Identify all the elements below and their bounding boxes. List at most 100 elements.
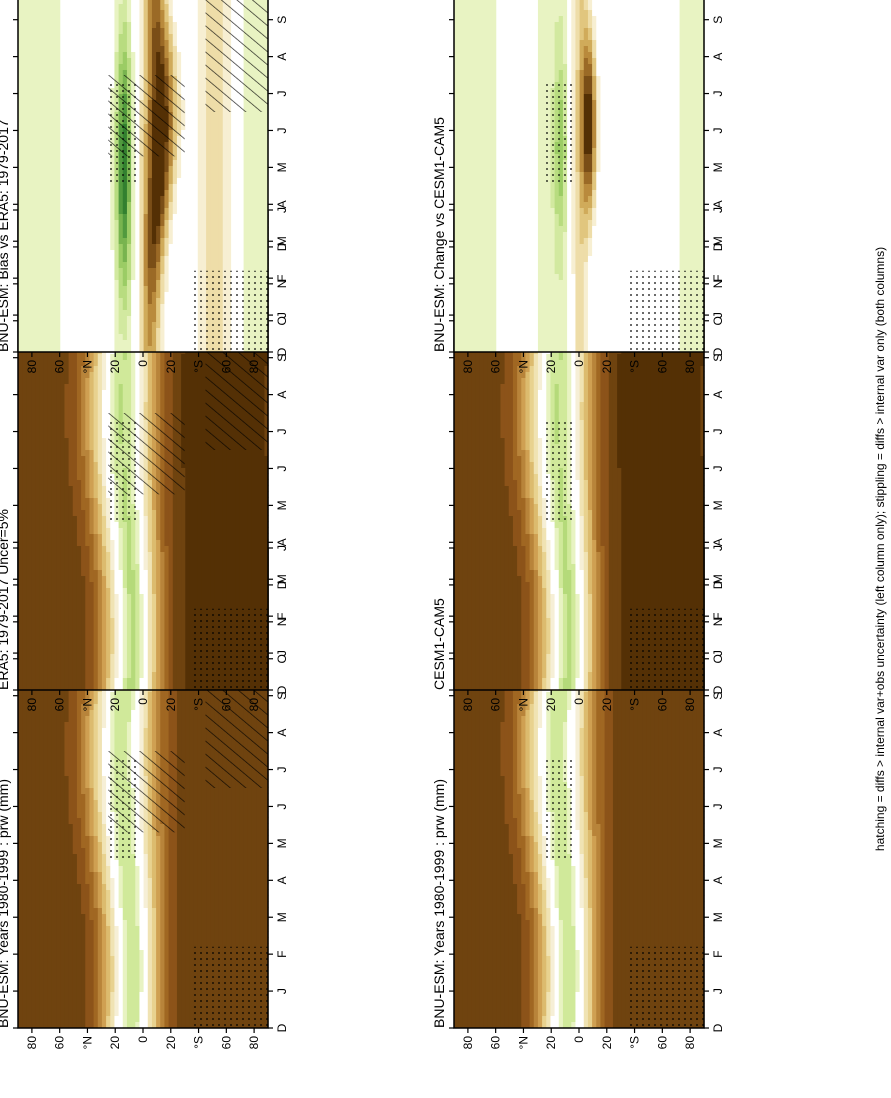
- heatmap-cell: [143, 691, 148, 698]
- heatmap-cell: [168, 733, 173, 740]
- heatmap-cell: [76, 865, 81, 872]
- heatmap-cell: [93, 1003, 98, 1010]
- heatmap-cell: [235, 931, 240, 938]
- heatmap-cell: [197, 823, 202, 830]
- heatmap-cell: [72, 889, 77, 896]
- heatmap-cell: [81, 985, 86, 992]
- heatmap-cell: [85, 937, 90, 944]
- heatmap-cell: [47, 683, 52, 690]
- heatmap-cell: [131, 961, 136, 968]
- heatmap-cell: [160, 949, 165, 956]
- heatmap-cell: [168, 1015, 173, 1022]
- heatmap-cell: [147, 739, 152, 746]
- heatmap-cell: [147, 877, 152, 884]
- heatmap-cell: [147, 1015, 152, 1022]
- heatmap-cell: [26, 919, 31, 926]
- heatmap-cell: [93, 799, 98, 806]
- heatmap-cell: [139, 877, 144, 884]
- heatmap-cell: [247, 883, 252, 890]
- heatmap-cell: [131, 715, 136, 722]
- heatmap-cell: [114, 1015, 119, 1022]
- heatmap-cell: [256, 817, 261, 824]
- heatmap-cell: [47, 937, 52, 944]
- heatmap-cell: [235, 829, 240, 836]
- heatmap-cell: [185, 703, 190, 710]
- heatmap-cell: [60, 715, 65, 722]
- heatmap-cell: [226, 859, 231, 866]
- heatmap-cell: [26, 943, 31, 950]
- heatmap-cell: [22, 691, 27, 698]
- heatmap-cell: [135, 937, 140, 944]
- heatmap-cell: [93, 811, 98, 818]
- heatmap-cell: [93, 683, 98, 690]
- heatmap-cell: [218, 901, 223, 908]
- heatmap-cell: [222, 817, 227, 824]
- heatmap-cell: [85, 919, 90, 926]
- heatmap-cell: [51, 955, 56, 962]
- heatmap-cell: [164, 835, 169, 842]
- heatmap-cell: [76, 967, 81, 974]
- heatmap-cell: [101, 739, 106, 746]
- heatmap-cell: [260, 919, 265, 926]
- heatmap-cell: [164, 727, 169, 734]
- heatmap-cell: [172, 919, 177, 926]
- heatmap-cell: [64, 895, 69, 902]
- heatmap-cell: [101, 859, 106, 866]
- heatmap-cell: [156, 721, 161, 728]
- heatmap-cell: [131, 721, 136, 728]
- heatmap-cell: [135, 745, 140, 752]
- heatmap-cell: [156, 883, 161, 890]
- heatmap-cell: [97, 793, 102, 800]
- heatmap-cell: [47, 907, 52, 914]
- heatmap-cell: [143, 979, 148, 986]
- heatmap-cell: [131, 1009, 136, 1016]
- heatmap-cell: [214, 817, 219, 824]
- heatmap-cell: [164, 967, 169, 974]
- heatmap-cell: [85, 997, 90, 1004]
- heatmap-cell: [22, 949, 27, 956]
- heatmap-cell: [139, 739, 144, 746]
- heatmap-cell: [47, 943, 52, 950]
- heatmap-cell: [31, 997, 36, 1004]
- heatmap-cell: [106, 961, 111, 968]
- heatmap-cell: [206, 895, 211, 902]
- heatmap-cell: [193, 817, 198, 824]
- heatmap-cell: [164, 985, 169, 992]
- heatmap-cell: [85, 811, 90, 818]
- heatmap-cell: [222, 787, 227, 794]
- heatmap-cell: [214, 841, 219, 848]
- heatmap-cell: [193, 751, 198, 758]
- heatmap-cell: [89, 997, 94, 1004]
- heatmap-cell: [81, 739, 86, 746]
- heatmap-cell: [243, 913, 248, 920]
- heatmap-cell: [151, 1021, 156, 1028]
- heatmap-cell: [31, 877, 36, 884]
- heatmap-cell: [60, 763, 65, 770]
- heatmap-cell: [47, 979, 52, 986]
- heatmap-cell: [60, 823, 65, 830]
- heatmap-cell: [126, 883, 131, 890]
- heatmap-cell: [210, 871, 215, 878]
- heatmap-cell: [218, 841, 223, 848]
- heatmap-cell: [201, 733, 206, 740]
- heatmap-cell: [239, 925, 244, 932]
- heatmap-cell: [235, 919, 240, 926]
- heatmap-cell: [122, 871, 127, 878]
- heatmap-cell: [160, 1015, 165, 1022]
- heatmap-cell: [26, 739, 31, 746]
- heatmap-cell: [181, 937, 186, 944]
- heatmap-cell: [43, 919, 48, 926]
- heatmap-cell: [93, 1009, 98, 1016]
- heatmap-cell: [64, 775, 69, 782]
- heatmap-cell: [51, 937, 56, 944]
- heatmap-cell: [31, 751, 36, 758]
- heatmap-cell: [31, 757, 36, 764]
- heatmap-cell: [22, 775, 27, 782]
- heatmap-cell: [47, 805, 52, 812]
- heatmap-cell: [26, 721, 31, 728]
- heatmap-cell: [151, 865, 156, 872]
- heatmap-cell: [151, 835, 156, 842]
- heatmap-cell: [206, 829, 211, 836]
- heatmap-cell: [35, 871, 40, 878]
- heatmap-cell: [164, 979, 169, 986]
